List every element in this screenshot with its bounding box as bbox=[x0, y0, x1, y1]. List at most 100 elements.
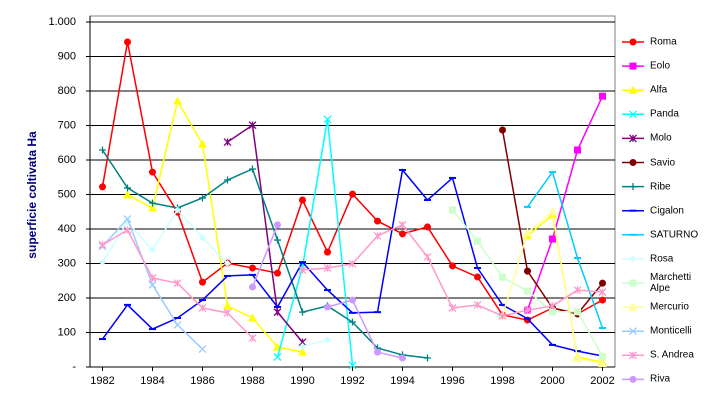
marker bbox=[223, 308, 232, 317]
marker bbox=[324, 336, 331, 344]
marker bbox=[248, 121, 257, 130]
marker bbox=[298, 347, 307, 356]
legend-label: Mercurio bbox=[650, 301, 689, 313]
legend-label: Savio bbox=[650, 157, 676, 168]
marker bbox=[324, 303, 331, 311]
marker bbox=[273, 353, 282, 361]
x-tick-label: 1984 bbox=[140, 375, 164, 387]
marker bbox=[299, 308, 306, 316]
marker bbox=[548, 301, 557, 310]
marker bbox=[198, 304, 207, 312]
marker bbox=[523, 306, 532, 315]
marker bbox=[599, 353, 606, 361]
marker bbox=[449, 206, 456, 214]
marker bbox=[124, 184, 131, 192]
marker bbox=[173, 96, 182, 105]
marker bbox=[629, 255, 637, 263]
marker bbox=[149, 199, 156, 207]
legend-label: Panda bbox=[650, 108, 679, 120]
marker bbox=[629, 134, 637, 143]
legend-label: Ribe bbox=[650, 181, 671, 193]
marker bbox=[499, 273, 506, 281]
marker bbox=[99, 183, 106, 191]
marker bbox=[629, 279, 637, 287]
marker bbox=[299, 196, 306, 204]
marker bbox=[199, 234, 206, 242]
legend-label: Monticelli bbox=[650, 325, 692, 337]
marker bbox=[349, 318, 356, 326]
marker bbox=[199, 278, 206, 286]
series-line bbox=[276, 119, 354, 366]
y-axis-label: superficie coltivata Ha bbox=[25, 131, 39, 259]
marker bbox=[323, 115, 332, 124]
marker bbox=[223, 138, 232, 147]
marker bbox=[274, 221, 281, 229]
series-line bbox=[251, 224, 403, 359]
marker bbox=[198, 139, 207, 148]
marker bbox=[449, 262, 456, 270]
y-tick-label: - bbox=[72, 361, 76, 373]
legend-label: Molo bbox=[650, 132, 672, 144]
marker bbox=[629, 183, 637, 191]
marker bbox=[549, 308, 556, 316]
marker bbox=[424, 354, 431, 362]
legend-label: Rosa bbox=[650, 253, 674, 265]
x-tick-label: 1992 bbox=[340, 375, 364, 387]
marker bbox=[573, 353, 582, 362]
x-tick-label: 2000 bbox=[540, 375, 564, 387]
marker bbox=[249, 264, 256, 272]
marker bbox=[123, 215, 132, 223]
marker bbox=[148, 280, 157, 289]
series-line bbox=[101, 41, 603, 321]
marker bbox=[223, 301, 232, 310]
y-tick-label: 900 bbox=[58, 50, 76, 62]
x-tick-label: 2002 bbox=[590, 375, 614, 387]
marker bbox=[199, 194, 206, 202]
x-tick-label: 1982 bbox=[90, 375, 114, 387]
marker bbox=[629, 62, 637, 70]
marker bbox=[598, 288, 607, 297]
legend-label: Riva bbox=[650, 373, 671, 385]
marker bbox=[99, 258, 106, 266]
marker bbox=[629, 38, 637, 46]
marker bbox=[599, 92, 606, 100]
marker bbox=[573, 286, 582, 295]
y-tick-label: 200 bbox=[58, 292, 76, 304]
marker bbox=[149, 246, 156, 254]
marker bbox=[629, 110, 637, 119]
y-tick-label: 400 bbox=[58, 223, 76, 235]
series-line bbox=[526, 170, 604, 329]
marker bbox=[599, 279, 606, 287]
marker bbox=[424, 223, 431, 231]
marker bbox=[629, 351, 637, 360]
marker bbox=[499, 126, 506, 134]
marker bbox=[373, 231, 382, 240]
y-tick-label: 100 bbox=[58, 326, 76, 338]
marker bbox=[98, 240, 107, 249]
legend-label: S. Andrea bbox=[650, 349, 694, 361]
marker bbox=[273, 308, 282, 317]
marker bbox=[574, 308, 581, 316]
marker bbox=[124, 38, 131, 46]
marker bbox=[474, 273, 481, 281]
marker bbox=[173, 320, 182, 329]
legend-label: SATURNO bbox=[650, 229, 699, 241]
marker bbox=[524, 287, 531, 295]
marker bbox=[628, 302, 638, 311]
marker bbox=[599, 296, 606, 304]
marker bbox=[374, 217, 381, 225]
marker bbox=[248, 313, 257, 322]
marker bbox=[349, 296, 356, 304]
marker bbox=[474, 237, 481, 245]
series-line bbox=[227, 123, 304, 343]
marker bbox=[629, 327, 637, 336]
marker bbox=[299, 342, 306, 350]
marker bbox=[224, 260, 231, 267]
marker bbox=[598, 359, 607, 368]
marker bbox=[374, 348, 381, 356]
marker bbox=[574, 146, 581, 154]
marker bbox=[348, 361, 357, 370]
marker bbox=[198, 345, 207, 354]
